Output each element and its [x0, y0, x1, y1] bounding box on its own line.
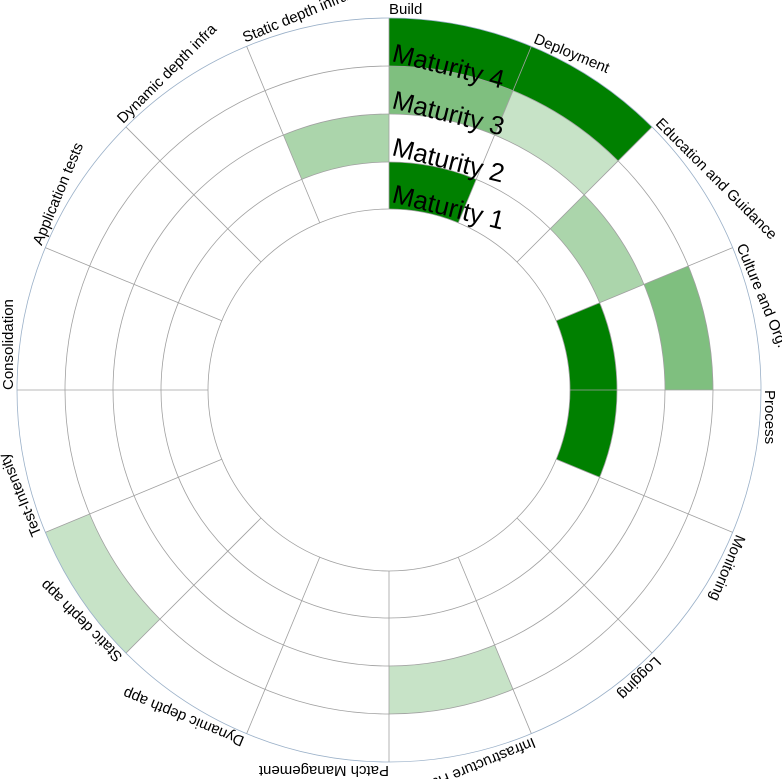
sector-label: Process — [761, 390, 778, 444]
cell-build-level-4 — [389, 18, 532, 91]
cell-build-level-3 — [389, 66, 513, 136]
sector-label: Build — [389, 1, 422, 18]
sector-label: Dynamic depth infra — [114, 20, 221, 127]
sector-label: Patch Management — [258, 762, 389, 779]
ring-gridline — [112, 113, 666, 667]
cell-process-level-1 — [556, 390, 617, 478]
cell-culture-and-org--level-3 — [643, 266, 713, 390]
radial-gridline — [246, 46, 321, 223]
radial-gridline — [457, 557, 532, 734]
sector-label: Consolidation — [0, 299, 17, 390]
cell-build-level-1 — [389, 162, 477, 223]
cell-static-depth-infra-level-2 — [283, 114, 389, 180]
cells-layer — [45, 18, 713, 714]
radial-gridline — [125, 517, 262, 654]
radial-gridline — [125, 126, 262, 263]
maturity-labels: Maturity 1 Maturity 2 Maturity 3 Maturit… — [390, 38, 508, 236]
cell-static-depth-app-level-4 — [45, 513, 160, 654]
sector-label: Culture and Org. — [733, 241, 782, 350]
sector-label: Application tests — [30, 140, 88, 247]
ring-gridline — [160, 161, 618, 619]
radial-gridline — [516, 126, 653, 263]
ring-gridline — [64, 65, 714, 715]
sector-label: Dynamic depth app — [121, 684, 247, 749]
cell-education-and-guidance-level-2 — [550, 194, 644, 303]
radial-gridline — [246, 557, 321, 734]
cell-culture-and-org--level-1 — [556, 302, 617, 390]
radial-gridline — [45, 458, 222, 533]
sector-label: Monitoring — [706, 532, 749, 603]
radial-gridline — [556, 247, 733, 322]
sector-label: Logging — [614, 653, 664, 703]
sector-label: Education and Guidance — [652, 115, 780, 243]
ring-gridline — [16, 17, 762, 763]
cell-infrastructure-hardening-level-3 — [389, 644, 513, 714]
cell-deployment-level-3 — [494, 90, 619, 195]
grid-layer — [16, 17, 762, 763]
radial-gridline — [516, 517, 653, 654]
sector-label: Test-Intensity — [0, 450, 45, 539]
cell-deployment-level-4 — [512, 46, 653, 161]
radial-gridline — [556, 458, 733, 533]
ring-gridline — [207, 208, 571, 572]
radial-gridline — [457, 46, 532, 223]
sector-label: Static depth infra — [240, 0, 351, 46]
radial-gridline — [45, 247, 222, 322]
